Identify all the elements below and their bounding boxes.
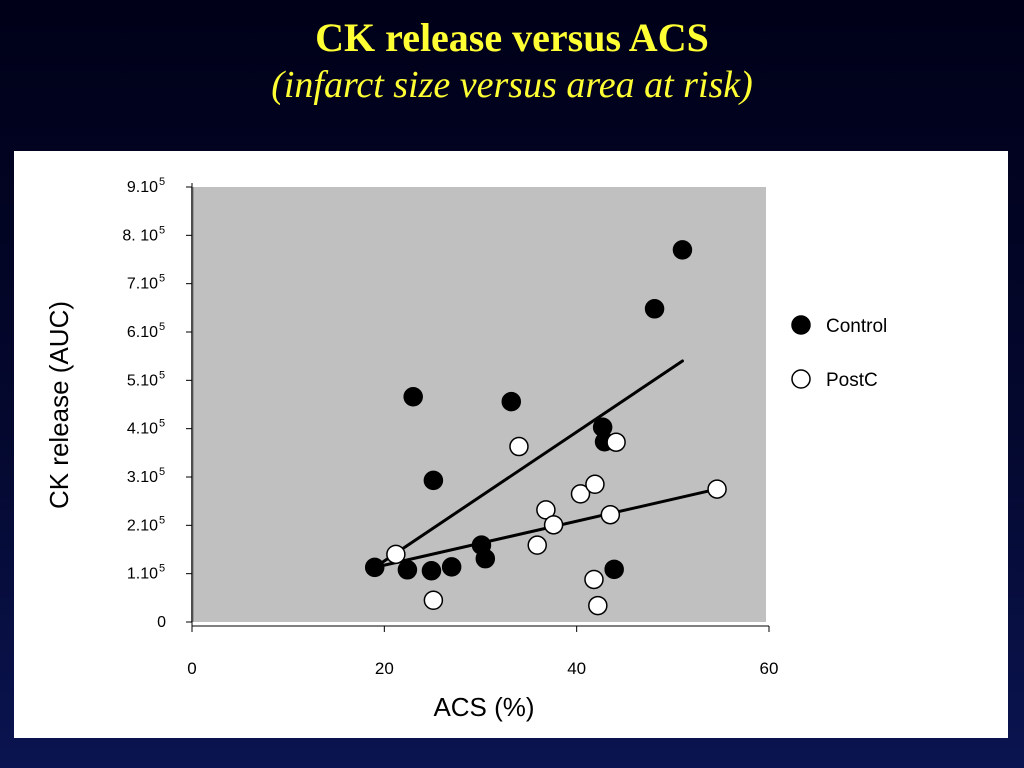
control-point	[364, 557, 385, 578]
y-tick-label: 1.10	[127, 566, 158, 583]
control-point	[475, 548, 496, 569]
y-tick-label: 4.10	[127, 421, 158, 438]
control-point	[423, 470, 444, 491]
y-tick-label: 7.10	[127, 276, 158, 293]
slide-title: CK release versus ACS (infarct size vers…	[0, 14, 1024, 108]
control-point	[403, 387, 423, 407]
y-tick-label: 6.10	[127, 324, 158, 341]
y-axis-title: CK release (AUC)	[44, 301, 74, 509]
control-point	[501, 391, 522, 412]
title-line-2: (infarct size versus area at risk)	[271, 64, 753, 107]
y-tick-label: 9.10	[127, 179, 158, 196]
y-tick-exponent: 5	[159, 273, 165, 285]
y-tick-label: 3.10	[127, 469, 158, 486]
control-point	[441, 557, 462, 577]
postc-point	[584, 569, 604, 590]
trendline-control	[373, 359, 684, 569]
postc-point	[543, 515, 564, 535]
control-point	[644, 299, 665, 319]
control-point	[421, 561, 442, 581]
y-tick-exponent: 5	[159, 418, 165, 430]
y-tick-label: 8. 10	[122, 227, 158, 244]
y-tick-exponent: 5	[159, 466, 165, 478]
postc-point	[707, 479, 727, 499]
postc-point	[606, 432, 626, 452]
chart-panel: 0 1.10 5 2.10 5 3.10 5 4.10 5 5.10 5 6.10 5 7.10 5 8. 1…	[14, 151, 1008, 738]
y-tick-exponent: 5	[159, 321, 165, 333]
postc-point	[509, 436, 529, 457]
legend-marker-control	[791, 315, 811, 335]
postc-point	[386, 544, 406, 565]
x-tick-label: 60	[760, 659, 779, 678]
title-line-1: CK release versus ACS	[315, 15, 709, 60]
x-axis-title: ACS (%)	[433, 692, 534, 722]
postc-point	[585, 474, 605, 494]
control-point	[604, 559, 624, 580]
x-tick-label: 40	[567, 659, 586, 678]
postc-point	[600, 504, 621, 525]
postc-point	[423, 590, 444, 610]
y-tick-label: 5.10	[127, 372, 158, 389]
control-point	[397, 560, 418, 580]
x-tick-label: 20	[375, 659, 394, 678]
legend-label-postc: PostC	[826, 370, 878, 391]
legend-label-control: Control	[826, 316, 887, 337]
postc-point	[588, 595, 608, 616]
postc-point	[527, 535, 547, 555]
scatter-chart: 01.10 52.10 53.10 54.10 55.10 56.10 57.10 58. 1…	[44, 176, 887, 722]
y-tick-label: 2.10	[127, 517, 158, 534]
y-tick-exponent: 5	[159, 514, 165, 526]
y-tick-exponent: 5	[159, 369, 165, 381]
x-tick-label: 0	[187, 659, 196, 678]
control-point	[672, 240, 693, 260]
legend-marker-postc	[791, 369, 811, 389]
y-tick-exponent: 5	[159, 563, 165, 575]
postc-point	[570, 484, 591, 504]
y-tick-label: 0	[157, 614, 166, 631]
y-tick-exponent: 5	[159, 176, 165, 188]
y-tick-exponent: 5	[159, 224, 165, 236]
